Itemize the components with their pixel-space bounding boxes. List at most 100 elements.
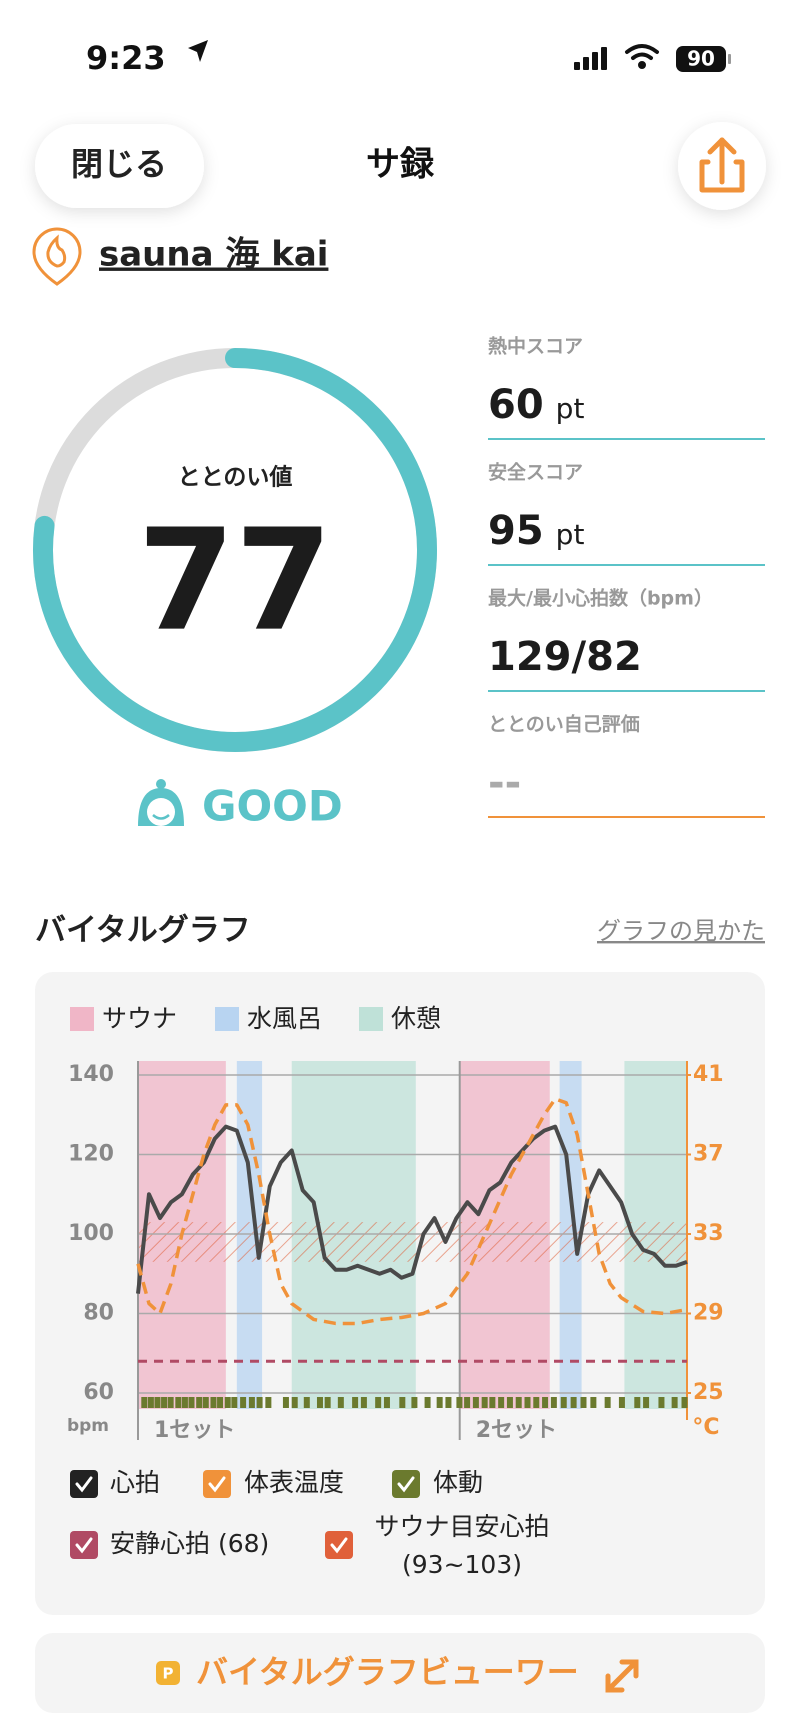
facility-icon xyxy=(32,227,82,286)
close-button[interactable] xyxy=(35,124,204,208)
viewer-button[interactable] xyxy=(35,1633,765,1713)
activity-tick xyxy=(316,1397,323,1408)
y2-tick-label: 25 xyxy=(693,1380,724,1405)
y2-tick-label: 41 xyxy=(693,1062,724,1087)
checkbox-label: 心拍 xyxy=(110,1468,160,1497)
legend-label: サウナ xyxy=(102,1004,177,1033)
checkbox-mark xyxy=(75,1537,93,1554)
activity-tick xyxy=(188,1397,195,1408)
set-label: 1セット xyxy=(154,1418,235,1443)
activity-tick xyxy=(464,1397,471,1408)
activity-tick xyxy=(147,1397,154,1408)
section-link[interactable]: グラフの見かた xyxy=(597,917,765,945)
activity-tick xyxy=(618,1397,625,1408)
y-unit: bpm xyxy=(67,1416,109,1436)
activity-tick xyxy=(324,1397,331,1408)
checkbox-mark xyxy=(75,1476,93,1493)
close-label[interactable]: 閉じる xyxy=(71,145,167,183)
legend-label: 水風呂 xyxy=(247,1004,322,1033)
checkbox[interactable] xyxy=(70,1531,98,1559)
stat-value: 60 xyxy=(488,382,544,428)
legend-swatch xyxy=(359,1007,383,1031)
activity-tick xyxy=(671,1397,678,1408)
status-time: 9:23 xyxy=(86,39,166,77)
activity-tick xyxy=(533,1397,540,1408)
y2-tick-label: 29 xyxy=(693,1301,724,1326)
viewer-icon-label[interactable]: P xyxy=(163,1665,174,1683)
activity-tick xyxy=(456,1397,463,1408)
activity-tick xyxy=(524,1397,531,1408)
activity-tick xyxy=(634,1397,641,1408)
y2-unit: °C xyxy=(692,1415,719,1440)
activity-tick xyxy=(604,1397,611,1408)
y-tick-label: 120 xyxy=(68,1142,114,1167)
y-tick-label: 80 xyxy=(83,1301,114,1326)
facility-name[interactable]: sauna 海 kai xyxy=(99,235,328,275)
activity-tick xyxy=(337,1397,344,1408)
checkbox[interactable] xyxy=(325,1531,353,1559)
activity-tick xyxy=(498,1397,505,1408)
stat-unit: pt xyxy=(556,518,585,551)
score-label: ととのい値 xyxy=(178,465,293,491)
y-tick-label: 60 xyxy=(83,1380,114,1405)
activity-tick xyxy=(303,1397,310,1408)
activity-tick xyxy=(210,1397,217,1408)
activity-tick xyxy=(256,1397,263,1408)
share-icon[interactable] xyxy=(699,137,745,193)
checkbox-label: (93~103) xyxy=(402,1550,522,1579)
activity-tick xyxy=(231,1397,238,1408)
score-value: 77 xyxy=(138,500,333,663)
activity-tick xyxy=(240,1397,247,1408)
activity-tick xyxy=(506,1397,513,1408)
section-title: バイタルグラフ xyxy=(35,913,251,949)
activity-tick xyxy=(424,1397,431,1408)
stat-value: -- xyxy=(488,760,521,806)
activity-tick xyxy=(550,1397,557,1408)
activity-tick xyxy=(217,1397,224,1408)
activity-tick xyxy=(375,1397,382,1408)
series-line xyxy=(136,1097,688,1326)
activity-tick xyxy=(202,1397,209,1408)
checkbox[interactable] xyxy=(70,1470,98,1498)
viewer-label[interactable]: バイタルグラフビューワー xyxy=(196,1653,579,1691)
y-tick-label: 140 xyxy=(68,1062,114,1087)
legend-label: 休憩 xyxy=(391,1004,441,1033)
activity-tick xyxy=(161,1397,168,1408)
stat-label: 安全スコア xyxy=(488,461,583,484)
stat-value: 95 xyxy=(488,508,544,554)
activity-tick xyxy=(643,1397,650,1408)
score-rating: GOOD xyxy=(202,782,343,831)
activity-tick xyxy=(175,1397,182,1408)
y2-tick-label: 33 xyxy=(693,1221,724,1246)
activity-tick xyxy=(436,1397,443,1408)
stat-value: 129/82 xyxy=(488,634,642,680)
series-line xyxy=(136,1124,688,1294)
activity-tick xyxy=(681,1397,688,1408)
checkbox[interactable] xyxy=(392,1470,420,1498)
activity-tick xyxy=(580,1397,587,1408)
activity-tick xyxy=(265,1397,272,1408)
activity-tick xyxy=(489,1397,496,1408)
checkbox-mark xyxy=(397,1476,415,1493)
viewer-icon[interactable] xyxy=(156,1661,180,1685)
good-icon xyxy=(138,779,184,826)
activity-tick xyxy=(196,1397,203,1408)
battery-tip xyxy=(728,54,731,64)
activity-tick xyxy=(224,1397,231,1408)
battery xyxy=(676,46,726,72)
expand-icon[interactable] xyxy=(605,1659,639,1693)
target-band xyxy=(138,1222,687,1262)
activity-tick xyxy=(352,1397,359,1408)
stat-label: ととのい自己評価 xyxy=(488,713,640,736)
activity-tick xyxy=(590,1397,597,1408)
stat-unit: pt xyxy=(556,392,585,425)
checkbox[interactable] xyxy=(203,1470,231,1498)
activity-tick xyxy=(167,1397,174,1408)
activity-tick xyxy=(360,1397,367,1408)
activity-tick xyxy=(291,1397,298,1408)
activity-tick xyxy=(248,1397,255,1408)
checkbox-label: 安静心拍 (68) xyxy=(110,1529,269,1558)
wifi-icon xyxy=(625,44,659,69)
